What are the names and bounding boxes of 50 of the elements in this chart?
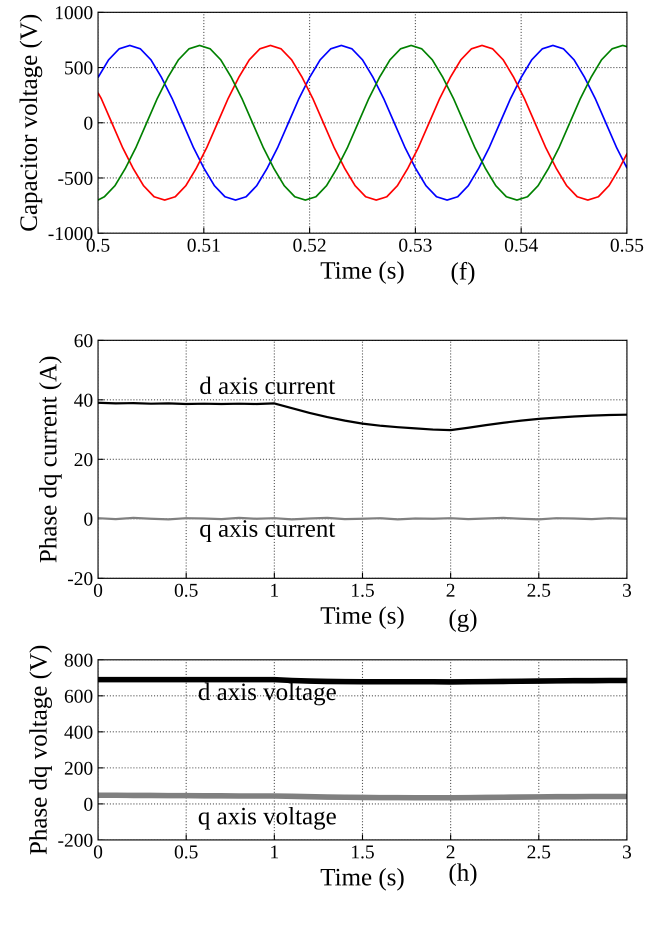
y-tick-label: 0 — [84, 512, 92, 526]
x-axis-title: Time (s) — [320, 868, 404, 891]
x-tick-label: 1.5 — [352, 845, 374, 859]
x-tick-label: 0.5 — [174, 584, 198, 597]
x-tick-label: 3 — [623, 584, 632, 597]
x-tick-label: 0.54 — [504, 238, 538, 252]
annotation: q axis voltage — [198, 806, 336, 830]
annotation: d axis voltage — [198, 682, 336, 706]
y-tick-label: 200 — [64, 762, 92, 775]
x-tick-label: 0.52 — [293, 238, 326, 252]
annotation: d axis current — [200, 376, 336, 394]
y-tick-label: 800 — [64, 654, 92, 667]
annotation: q axis current — [200, 520, 336, 542]
y-tick-label: 600 — [64, 690, 92, 703]
x-tick-label: 1 — [271, 845, 278, 858]
text: (g) — [450, 609, 476, 632]
y-tick-label: 400 — [64, 726, 92, 739]
y-tick-label: -20 — [68, 572, 92, 586]
x-tick-label: 2 — [446, 584, 454, 597]
y-tick-label: 0 — [84, 116, 92, 130]
x-tick-label: 0.5 — [174, 845, 198, 859]
x-tick-label: 0.5 — [86, 238, 110, 252]
x-tick-label: 0.53 — [399, 238, 432, 252]
x-tick-label: 0 — [94, 845, 102, 858]
y-tick-label: -500 — [58, 172, 92, 185]
x-tick-label: 2 — [446, 845, 454, 858]
x-tick-label: 0.51 — [188, 238, 220, 252]
y-axis-title: Phase dq current (A) — [39, 356, 62, 562]
y-tick-label: 1000 — [56, 6, 92, 20]
y-tick-label: 20 — [74, 453, 92, 466]
y-tick-label: 60 — [74, 334, 92, 348]
x-tick-label: 0.55 — [610, 238, 644, 252]
y-tick-label: 0 — [84, 798, 92, 811]
line-series — [98, 44, 627, 201]
y-tick-label: -200 — [58, 834, 92, 847]
x-tick-label: 1 — [271, 584, 278, 597]
text: (h) — [450, 863, 476, 886]
x-axis-title: Time (s) — [320, 261, 404, 284]
x-tick-label: 2.5 — [527, 584, 550, 597]
y-axis-title: Phase dq voltage (V) — [29, 646, 52, 854]
y-tick-label: 500 — [65, 61, 92, 74]
x-tick-label: 0 — [94, 584, 102, 597]
x-tick-label: 2.5 — [527, 845, 550, 859]
y-axis-title: Capacitor voltage (V) — [20, 14, 42, 231]
x-axis-title: Time (s) — [320, 606, 404, 629]
y-tick-label: -1000 — [48, 227, 92, 240]
x-tick-label: 3 — [623, 845, 632, 858]
x-tick-label: 1.5 — [352, 584, 374, 597]
y-tick-label: 40 — [74, 394, 92, 407]
text: (f) — [452, 262, 474, 285]
